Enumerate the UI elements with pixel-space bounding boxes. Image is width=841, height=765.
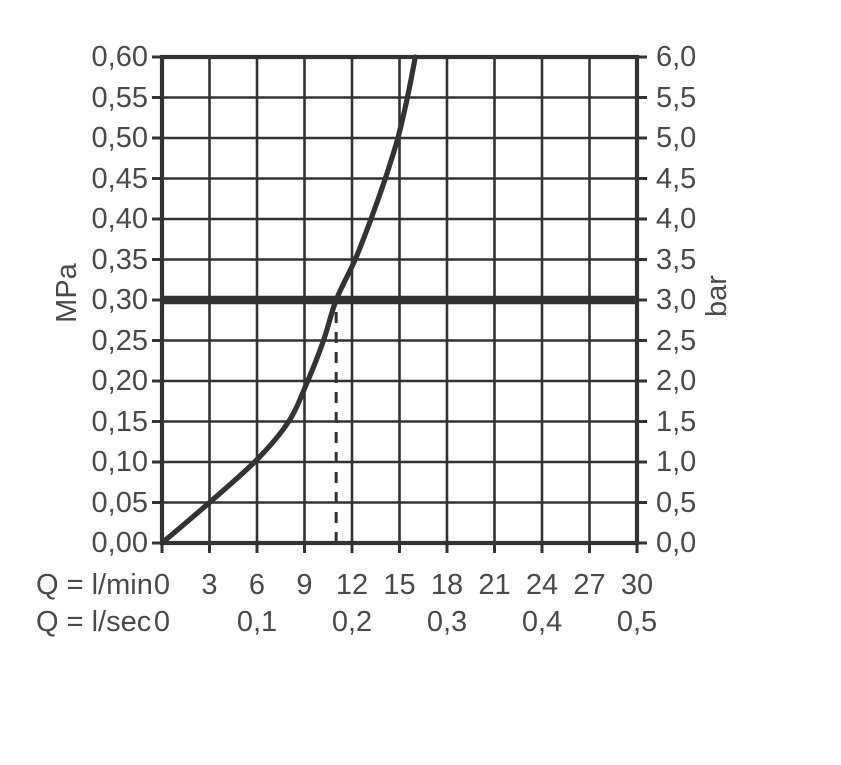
lmin-tick-label: 12: [335, 569, 369, 601]
left-axis-title-mpa: MPa: [51, 263, 83, 323]
mpa-tick-label: 0,40: [91, 203, 148, 235]
lmin-tick-label: 18: [430, 569, 464, 601]
mpa-tick-label: 0,55: [91, 81, 148, 114]
mpa-tick-label: 0,15: [91, 405, 148, 438]
lmin-tick-label: 15: [383, 569, 416, 601]
x-axis-lmin-title: Q = l/min: [36, 569, 153, 601]
lsec-tick-label: 0,2: [331, 606, 373, 638]
mpa-tick-label: 0,35: [91, 243, 148, 276]
mpa-tick-label: 0,10: [91, 446, 148, 478]
mpa-tick-label: 0,20: [91, 365, 148, 397]
bar-tick-label: 2,5: [656, 324, 697, 357]
mpa-tick-label: 0,25: [91, 324, 148, 357]
lmin-tick-label: 9: [296, 569, 313, 601]
bar-tick-label: 5,0: [656, 122, 697, 154]
mpa-tick-label: 0,30: [91, 284, 148, 316]
lmin-tick-label: 27: [573, 569, 606, 601]
lmin-tick-label: 21: [478, 569, 511, 601]
bar-tick-label: 1,0: [656, 446, 697, 478]
lmin-tick-label: 30: [620, 569, 654, 601]
lsec-tick-label: 0,5: [616, 606, 658, 638]
lmin-tick-label: 24: [525, 569, 559, 601]
pressure-flow-curve: [159, 54, 418, 546]
mpa-tick-label: 0,05: [91, 486, 148, 519]
bar-tick-label: 1,5: [656, 405, 697, 438]
mpa-tick-label: 0,50: [91, 122, 148, 154]
mpa-tick-label: 0,45: [91, 162, 148, 195]
bar-tick-label: 5,5: [656, 81, 697, 114]
bar-tick-label: 6,0: [656, 41, 697, 73]
bar-tick-label: 2,0: [656, 365, 697, 397]
bar-tick-label: 3,0: [656, 284, 697, 316]
lsec-tick-label: 0,4: [521, 606, 563, 638]
lmin-tick-label: 0: [153, 569, 171, 601]
bar-tick-label: 3,5: [656, 243, 697, 276]
lsec-tick-label: 0: [153, 606, 171, 638]
lsec-tick-label: 0,3: [426, 606, 468, 638]
bar-tick-label: 4,5: [656, 162, 697, 195]
bar-tick-label: 4,0: [656, 203, 697, 235]
lmin-tick-label: 3: [201, 569, 218, 601]
mpa-tick-label: 0,00: [91, 527, 148, 559]
bar-tick-label: 0,5: [656, 486, 697, 519]
x-axis-lsec-title: Q = l/sec: [36, 606, 152, 638]
mpa-tick-label: 0,60: [91, 41, 148, 73]
bar-tick-label: 0,0: [656, 527, 697, 559]
lmin-tick-label: 6: [248, 569, 266, 601]
right-axis-title-bar: bar: [701, 275, 733, 317]
lsec-tick-label: 0,1: [236, 606, 278, 638]
